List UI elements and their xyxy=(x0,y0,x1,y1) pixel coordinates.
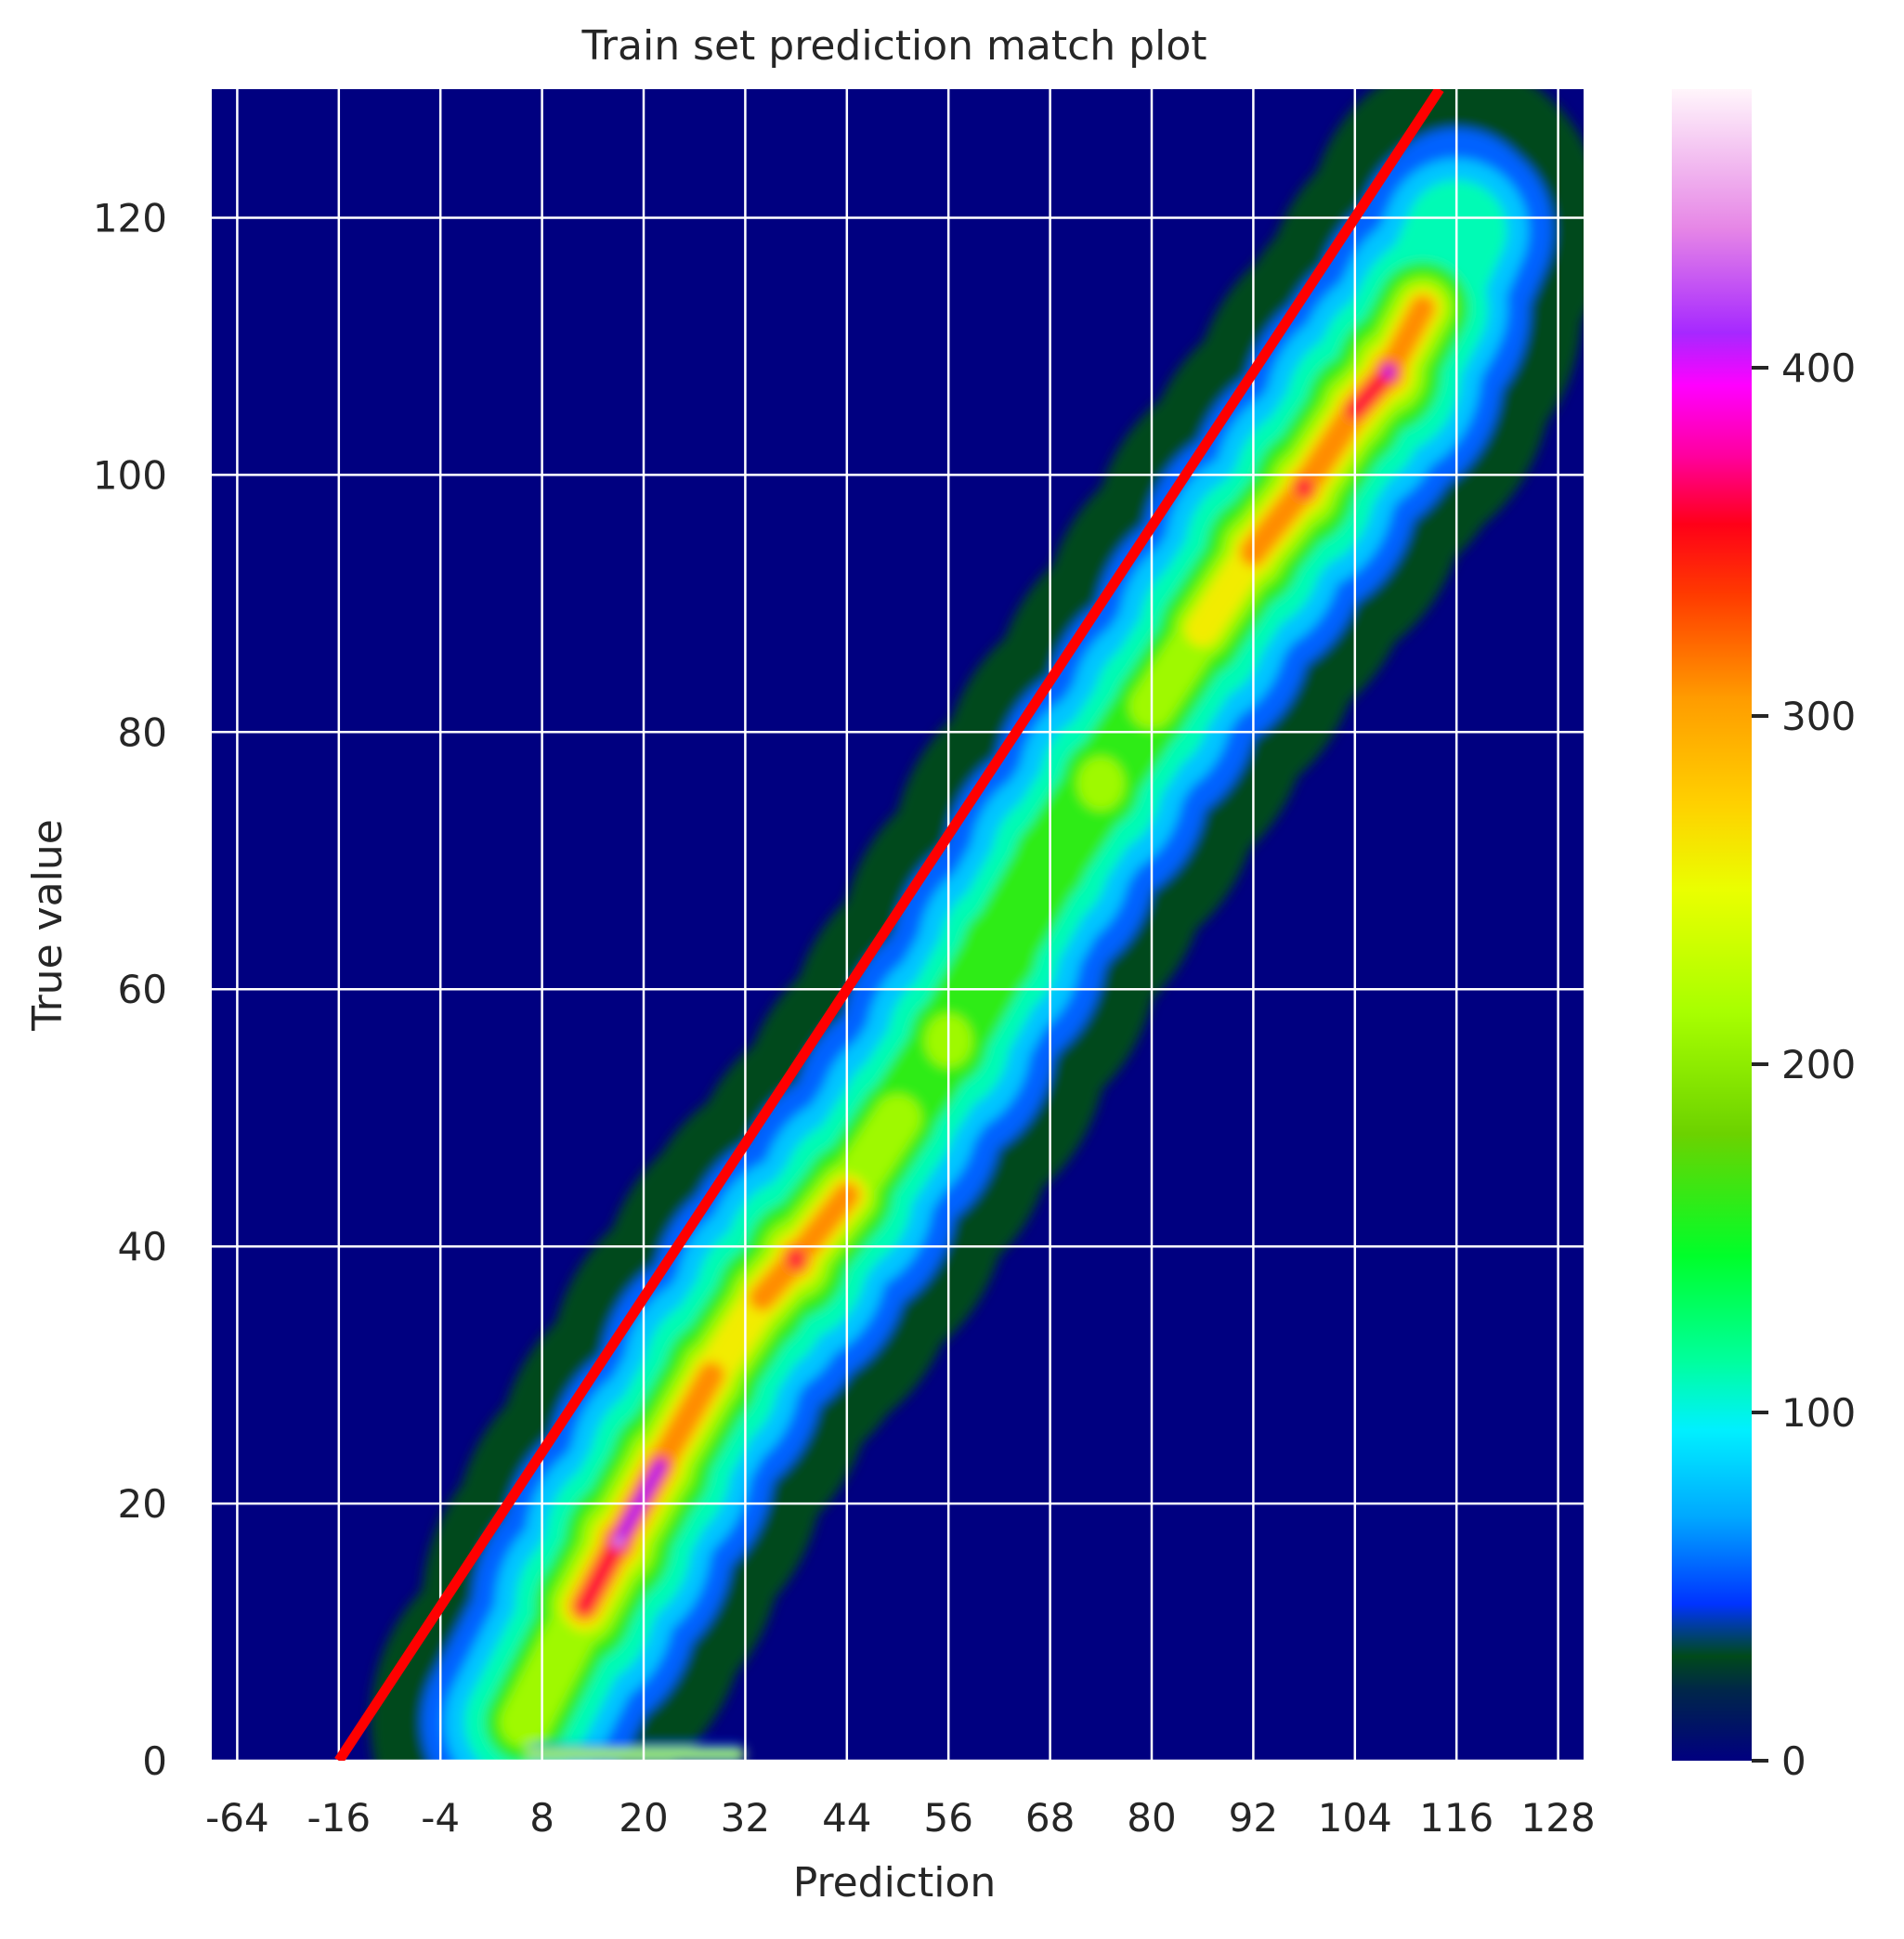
x-tick-label: 68 xyxy=(1025,1795,1075,1841)
x-tick-label: 8 xyxy=(529,1795,554,1841)
x-tick-label: 92 xyxy=(1229,1795,1278,1841)
chart-title: Train set prediction match plot xyxy=(581,22,1207,70)
x-axis-label: Prediction xyxy=(793,1859,997,1906)
x-tick-label: 104 xyxy=(1318,1795,1392,1841)
x-axis: -64 -16 -4 8 20 32 44 56 68 80 92 104 116 128 xyxy=(205,1795,1596,1841)
x-tick-label: 56 xyxy=(923,1795,972,1841)
density-peak xyxy=(960,906,1038,995)
density-segment xyxy=(575,1532,628,1616)
x-tick-label: 116 xyxy=(1419,1795,1493,1841)
y-axis: 0 20 40 60 80 100 120 xyxy=(93,196,167,1785)
y-tick-label: 100 xyxy=(93,452,167,498)
x-tick-label: -16 xyxy=(306,1795,371,1841)
x-tick-label: 44 xyxy=(822,1795,871,1841)
colorbar-tick-label: 100 xyxy=(1781,1390,1856,1436)
identity-layer xyxy=(334,89,1444,1761)
y-tick-label: 0 xyxy=(142,1738,167,1784)
x-tick-label: 80 xyxy=(1127,1795,1176,1841)
y-tick-label: 60 xyxy=(118,967,167,1012)
density-segment xyxy=(647,1361,725,1478)
y-axis-label: True value xyxy=(24,819,72,1032)
y-tick-label: 40 xyxy=(118,1224,167,1269)
colorbar xyxy=(1672,89,1752,1761)
density-peak xyxy=(1383,365,1395,379)
colorbar-tick-label: 300 xyxy=(1781,694,1856,739)
y-tick-label: 120 xyxy=(93,196,167,241)
density-peak xyxy=(1076,756,1125,811)
x-tick-label: -4 xyxy=(421,1795,460,1841)
colorbar-axis: 0 100 200 300 400 xyxy=(1752,345,1856,1784)
x-tick-label: 128 xyxy=(1521,1795,1596,1841)
colorbar-tick-label: 200 xyxy=(1781,1042,1856,1087)
y-tick-label: 80 xyxy=(118,709,167,755)
density-peak xyxy=(787,1248,805,1270)
colorbar-tick-label: 400 xyxy=(1781,345,1856,391)
density-layer xyxy=(370,89,1584,1761)
x-tick-label: 32 xyxy=(721,1795,770,1841)
floor-band xyxy=(525,1751,746,1758)
colorbar-tick-label: 0 xyxy=(1781,1738,1806,1784)
identity-line xyxy=(334,89,1444,1761)
x-tick-label: 20 xyxy=(619,1795,668,1841)
density-peak xyxy=(1295,477,1313,498)
x-tick-label: -64 xyxy=(205,1795,269,1841)
y-tick-label: 20 xyxy=(118,1481,167,1527)
density-band-450 xyxy=(615,1538,622,1546)
density-peak xyxy=(615,1538,622,1546)
